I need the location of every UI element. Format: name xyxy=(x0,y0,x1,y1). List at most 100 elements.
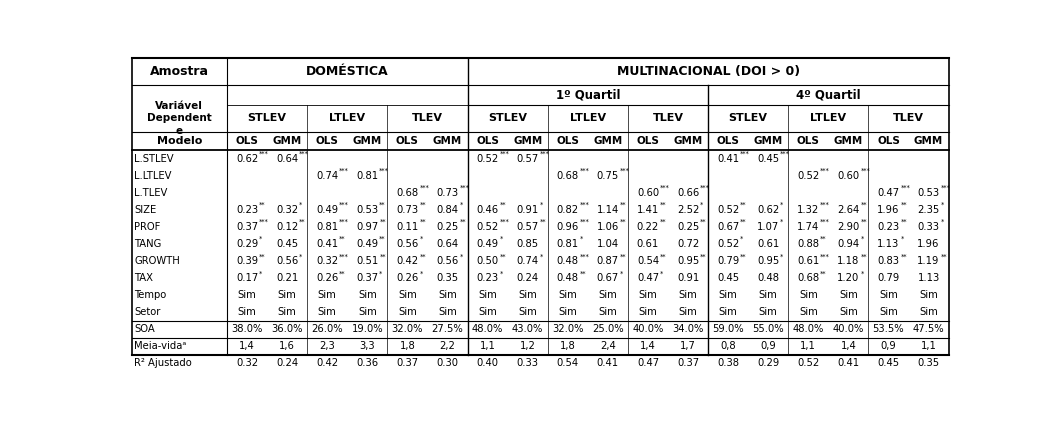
Text: TLEV: TLEV xyxy=(652,113,683,123)
Text: *: * xyxy=(460,253,463,259)
Text: Sim: Sim xyxy=(438,290,456,300)
Text: 0.52: 0.52 xyxy=(476,222,499,232)
Text: 0.24: 0.24 xyxy=(516,273,539,283)
Text: 2,2: 2,2 xyxy=(440,341,455,351)
Text: 1,1: 1,1 xyxy=(800,341,816,351)
Text: ***: *** xyxy=(820,168,829,174)
Text: Sim: Sim xyxy=(879,290,898,300)
Text: 0.82: 0.82 xyxy=(557,205,579,215)
Text: 1.14: 1.14 xyxy=(597,205,619,215)
Text: **: ** xyxy=(540,219,546,225)
Text: GMM: GMM xyxy=(433,136,462,146)
Text: 0.49: 0.49 xyxy=(316,205,338,215)
Text: 0.32: 0.32 xyxy=(236,358,258,368)
Text: 0.85: 0.85 xyxy=(516,239,539,249)
Text: 0.95: 0.95 xyxy=(677,256,699,266)
Text: 0.49: 0.49 xyxy=(476,239,499,249)
Text: 0.21: 0.21 xyxy=(276,273,298,283)
Text: 1º Quartil: 1º Quartil xyxy=(555,88,620,101)
Text: 1.96: 1.96 xyxy=(917,239,940,249)
Text: Sim: Sim xyxy=(799,290,818,300)
Text: 32.0%: 32.0% xyxy=(392,324,423,334)
Text: 0.81: 0.81 xyxy=(356,171,378,181)
Text: Sim: Sim xyxy=(639,307,658,317)
Text: OLS: OLS xyxy=(797,136,820,146)
Text: 48.0%: 48.0% xyxy=(472,324,503,334)
Text: 0.26: 0.26 xyxy=(316,273,338,283)
Text: ***: *** xyxy=(580,168,589,174)
Text: 40.0%: 40.0% xyxy=(833,324,864,334)
Text: 0.64: 0.64 xyxy=(436,239,458,249)
Text: OLS: OLS xyxy=(316,136,338,146)
Text: **: ** xyxy=(379,236,386,242)
Text: 0.57: 0.57 xyxy=(516,154,539,164)
Text: 0.32: 0.32 xyxy=(316,256,338,266)
Text: ***: *** xyxy=(820,253,829,259)
Text: *: * xyxy=(500,236,503,242)
Text: **: ** xyxy=(860,219,866,225)
Text: 0.61: 0.61 xyxy=(757,239,779,249)
Text: **: ** xyxy=(259,253,266,259)
Text: TLEV: TLEV xyxy=(412,113,443,123)
Text: **: ** xyxy=(500,202,506,208)
Text: 0.53: 0.53 xyxy=(917,188,939,198)
Text: 2.35: 2.35 xyxy=(917,205,940,215)
Text: *: * xyxy=(620,270,623,276)
Text: 1.74: 1.74 xyxy=(797,222,819,232)
Text: 0.79: 0.79 xyxy=(717,256,739,266)
Text: 0.79: 0.79 xyxy=(877,273,900,283)
Text: SIZE: SIZE xyxy=(134,205,156,215)
Text: 0.81: 0.81 xyxy=(557,239,579,249)
Text: 0,9: 0,9 xyxy=(760,341,776,351)
Text: Sim: Sim xyxy=(799,307,818,317)
Text: Sim: Sim xyxy=(238,290,256,300)
Text: GMM: GMM xyxy=(674,136,703,146)
Text: Sim: Sim xyxy=(759,290,778,300)
Text: L.LTLEV: L.LTLEV xyxy=(134,171,172,181)
Text: *: * xyxy=(740,236,743,242)
Text: ***: *** xyxy=(620,168,629,174)
Text: *: * xyxy=(860,236,863,242)
Text: 0.47: 0.47 xyxy=(637,273,659,283)
Text: **: ** xyxy=(379,219,386,225)
Text: PROF: PROF xyxy=(134,222,160,232)
Text: **: ** xyxy=(700,219,706,225)
Text: 0.53: 0.53 xyxy=(356,205,378,215)
Text: 2.64: 2.64 xyxy=(837,205,859,215)
Text: OLS: OLS xyxy=(396,136,418,146)
Text: 0.91: 0.91 xyxy=(677,273,699,283)
Text: **: ** xyxy=(740,253,746,259)
Text: 0.42: 0.42 xyxy=(396,256,418,266)
Text: 1.20: 1.20 xyxy=(837,273,859,283)
Text: 0.75: 0.75 xyxy=(597,171,619,181)
Text: *: * xyxy=(860,270,863,276)
Text: STLEV: STLEV xyxy=(728,113,767,123)
Text: **: ** xyxy=(860,253,866,259)
Text: *: * xyxy=(780,253,783,259)
Text: 19.0%: 19.0% xyxy=(352,324,384,334)
Text: 53.5%: 53.5% xyxy=(873,324,904,334)
Text: 0.26: 0.26 xyxy=(396,273,418,283)
Text: 0.33: 0.33 xyxy=(516,358,539,368)
Text: TAX: TAX xyxy=(134,273,153,283)
Text: 0.66: 0.66 xyxy=(677,188,699,198)
Text: R² Ajustado: R² Ajustado xyxy=(134,358,192,368)
Text: *: * xyxy=(259,236,262,242)
Text: Sim: Sim xyxy=(398,290,416,300)
Text: 1,2: 1,2 xyxy=(520,341,535,351)
Text: 1,1: 1,1 xyxy=(920,341,937,351)
Text: *: * xyxy=(419,236,423,242)
Text: Sim: Sim xyxy=(719,307,738,317)
Text: *: * xyxy=(460,202,463,208)
Text: Sim: Sim xyxy=(479,290,497,300)
Text: GROWTH: GROWTH xyxy=(134,256,180,266)
Text: ***: *** xyxy=(660,185,669,191)
Text: **: ** xyxy=(419,253,426,259)
Text: 1,8: 1,8 xyxy=(399,341,415,351)
Text: 0.91: 0.91 xyxy=(516,205,539,215)
Text: ***: *** xyxy=(700,185,709,191)
Text: **: ** xyxy=(900,253,906,259)
Text: 0.96: 0.96 xyxy=(557,222,579,232)
Text: ***: *** xyxy=(820,202,829,208)
Text: 1.32: 1.32 xyxy=(797,205,819,215)
